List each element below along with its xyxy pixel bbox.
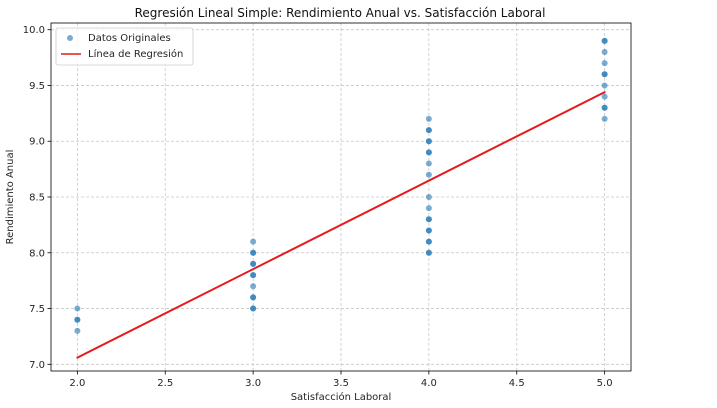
- data-point: [425, 194, 432, 200]
- data-point: [425, 171, 432, 178]
- data-point: [250, 294, 257, 301]
- x-tick-label: 4.0: [421, 378, 437, 389]
- legend-box: [55, 27, 194, 66]
- legend-label-regresion: Línea de Regresión: [88, 48, 183, 60]
- chart-title: Regresión Lineal Simple: Rendimiento Anu…: [135, 6, 546, 20]
- data-point: [425, 138, 432, 145]
- y-tick-label: 8.0: [29, 248, 45, 259]
- data-point: [425, 149, 432, 156]
- data-point: [250, 238, 257, 245]
- y-tick-label: 8.5: [29, 193, 45, 204]
- data-point: [250, 260, 257, 267]
- data-point: [425, 115, 432, 122]
- data-point: [425, 216, 432, 223]
- y-axis-title: Rendimiento Anual: [5, 150, 16, 245]
- data-point: [425, 238, 432, 245]
- data-point: [425, 249, 432, 256]
- data-point: [425, 127, 432, 134]
- data-point: [425, 227, 432, 234]
- data-point: [74, 305, 81, 312]
- y-tick-label: 7.5: [29, 304, 45, 315]
- data-point: [601, 82, 608, 89]
- x-axis: 2.0 2.5 3.0 3.5 4.0 4.5 5.0: [69, 371, 613, 389]
- data-point: [601, 49, 608, 55]
- x-tick-label: 2.0: [69, 378, 85, 389]
- data-point: [601, 93, 608, 100]
- y-tick-label: 10.0: [23, 25, 45, 36]
- data-point: [601, 71, 608, 78]
- y-axis: 7.0 7.5 8.0 8.5 9.0 9.5 10.0: [23, 25, 51, 371]
- data-point: [601, 115, 608, 122]
- x-tick-label: 3.0: [245, 378, 261, 389]
- data-point: [601, 60, 608, 67]
- x-tick-label: 2.5: [157, 378, 173, 389]
- regression-line: [76, 91, 606, 359]
- data-point: [250, 305, 257, 312]
- y-tick-label: 9.5: [29, 81, 45, 92]
- legend-scatter-marker: [67, 35, 73, 41]
- legend: Datos Originales Línea de Regresión: [55, 27, 194, 66]
- y-tick-label: 7.0: [29, 360, 45, 371]
- legend-label-datos: Datos Originales: [88, 33, 171, 44]
- data-point: [601, 37, 608, 44]
- y-tick-label: 9.0: [29, 137, 45, 148]
- data-point: [250, 283, 257, 290]
- regression-line-group: [76, 91, 606, 359]
- x-tick-label: 3.5: [333, 378, 349, 389]
- data-point: [250, 272, 257, 279]
- x-axis-title: Satisfacción Laboral: [291, 391, 392, 403]
- x-tick-label: 5.0: [597, 378, 613, 389]
- data-point: [425, 205, 432, 212]
- scatter-points: [74, 37, 608, 334]
- grid: [51, 23, 631, 371]
- data-point: [250, 249, 257, 256]
- data-point: [74, 316, 81, 323]
- data-point: [601, 104, 608, 111]
- data-point: [74, 327, 81, 334]
- x-tick-label: 4.5: [509, 378, 525, 389]
- data-point: [425, 160, 432, 167]
